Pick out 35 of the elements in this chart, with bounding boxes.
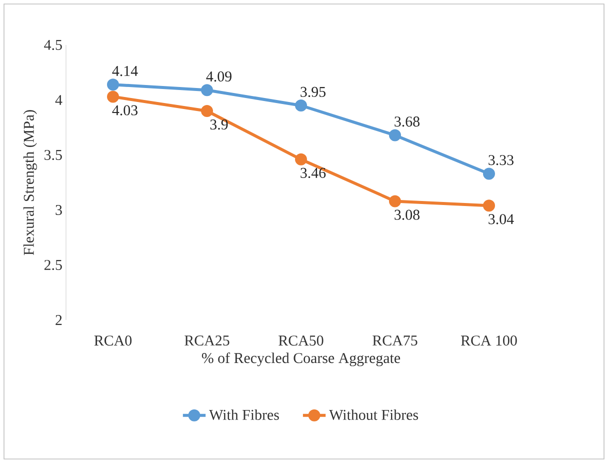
data-label: 3.95 bbox=[300, 86, 326, 97]
point bbox=[389, 129, 401, 142]
x-axis-title: % of Recycled Coarse Aggregate bbox=[202, 352, 400, 366]
data-label: 3.68 bbox=[394, 116, 420, 127]
y-tick-label: 4 bbox=[55, 95, 62, 105]
y-tick-label: 3.5 bbox=[44, 150, 62, 160]
point bbox=[201, 84, 213, 96]
point bbox=[107, 78, 119, 91]
y-tick-label: 3 bbox=[56, 204, 62, 216]
legend-label: With Fibres bbox=[209, 409, 279, 420]
y-tick-label: 4.5 bbox=[44, 40, 62, 50]
legend-label: Without Fibres bbox=[329, 409, 418, 420]
x-tick-label: RCA0 bbox=[94, 336, 132, 346]
x-tick-label: RCA75 bbox=[372, 336, 418, 346]
point bbox=[483, 168, 495, 180]
data-label: 3.04 bbox=[488, 214, 514, 224]
point bbox=[389, 195, 401, 208]
point bbox=[295, 153, 307, 166]
y-axis-title: Flexural Strength (MPa) bbox=[23, 110, 37, 256]
data-label: 4.09 bbox=[206, 71, 232, 82]
point bbox=[483, 200, 495, 212]
data-label: 4.14 bbox=[112, 66, 138, 76]
data-label: 3.33 bbox=[488, 155, 514, 166]
data-label: 3.9 bbox=[210, 120, 228, 130]
point bbox=[201, 105, 213, 117]
x-tick-label: RCA50 bbox=[278, 336, 324, 346]
data-label: 3.46 bbox=[300, 168, 326, 178]
y-tick-label: 2 bbox=[56, 315, 62, 325]
x-tick-label: RCA25 bbox=[184, 336, 230, 346]
y-tick-label: 2.5 bbox=[44, 260, 62, 270]
point bbox=[295, 100, 307, 112]
x-tick-label: RCA 100 bbox=[461, 336, 517, 346]
data-label: 3.08 bbox=[394, 210, 420, 220]
point bbox=[107, 90, 119, 103]
data-label: 4.03 bbox=[112, 105, 138, 116]
